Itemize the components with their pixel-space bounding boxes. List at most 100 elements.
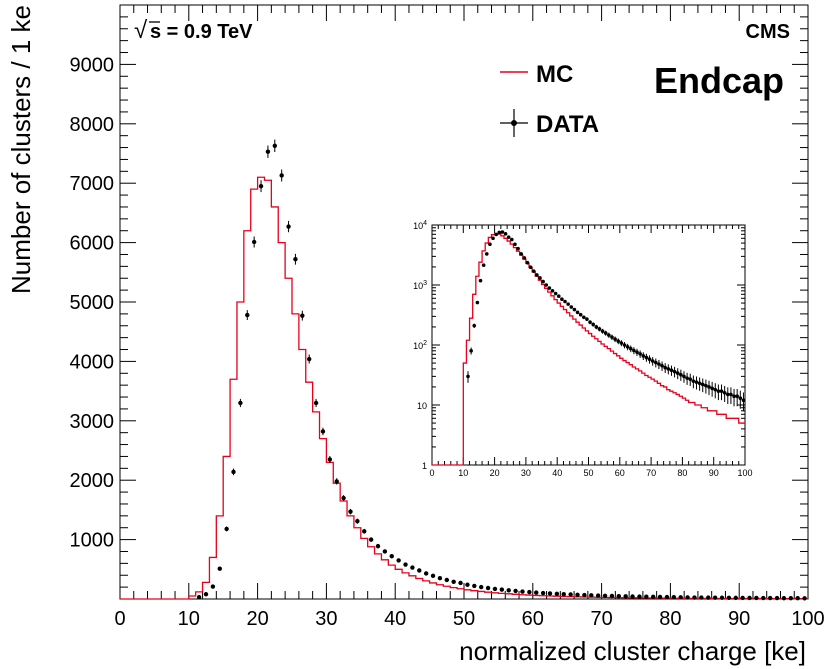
data-point bbox=[251, 239, 257, 245]
data-point bbox=[210, 584, 216, 589]
data-point bbox=[368, 537, 374, 542]
inset-data-point bbox=[732, 394, 736, 399]
data-point bbox=[706, 595, 711, 600]
y-tick-label: 3000 bbox=[70, 411, 115, 433]
data-point bbox=[437, 576, 443, 581]
data-point bbox=[348, 509, 353, 514]
inset-data-point bbox=[466, 374, 470, 379]
y-axis-title: Number of clusters / 1 ke bbox=[6, 5, 36, 294]
inset-data-point bbox=[469, 349, 473, 353]
data-point bbox=[699, 595, 704, 600]
inset-x-tick-label: 50 bbox=[583, 468, 593, 478]
data-point bbox=[403, 562, 408, 567]
inset-x-tick-label: 70 bbox=[646, 468, 656, 478]
data-point bbox=[754, 595, 759, 601]
inset-data-point bbox=[729, 392, 733, 397]
inset-x-tick-label: 30 bbox=[521, 468, 531, 478]
inset-data-point bbox=[679, 372, 683, 377]
inset-data-point bbox=[741, 398, 746, 403]
data-point bbox=[458, 580, 463, 586]
legend-data-label: DATA bbox=[536, 111, 599, 138]
legend: MC DATA bbox=[500, 61, 599, 138]
data-point bbox=[774, 595, 780, 601]
inset-data-point bbox=[538, 276, 542, 280]
inset-data-point bbox=[475, 300, 480, 305]
inset-data-point bbox=[663, 365, 667, 370]
y-tick-label: 1000 bbox=[70, 530, 115, 552]
data-point bbox=[485, 585, 491, 591]
data-point bbox=[341, 495, 346, 501]
inset-y-tick-label: 102 bbox=[413, 340, 427, 351]
main-ticks bbox=[119, 4, 809, 600]
data-point bbox=[540, 590, 546, 596]
inset-data-point bbox=[591, 322, 595, 327]
inset-data-point bbox=[688, 377, 693, 381]
inset-data-point bbox=[478, 278, 483, 283]
data-point bbox=[334, 479, 339, 484]
inset-data-point bbox=[547, 286, 552, 290]
data-point bbox=[389, 554, 394, 559]
data-point bbox=[657, 594, 663, 600]
inset-data-point bbox=[506, 235, 511, 239]
data-point bbox=[417, 568, 422, 573]
inset-y-tick-exponent: 4 bbox=[423, 220, 427, 227]
main-tick-labels: 0 10 20 30 40 50 60 70 80 90 100100020003000400050… bbox=[70, 54, 825, 630]
inset-data-point bbox=[675, 371, 680, 375]
data-point bbox=[224, 526, 229, 532]
inset-data-point bbox=[694, 380, 699, 384]
data-point bbox=[430, 573, 436, 579]
mc-series bbox=[120, 176, 808, 600]
data-point bbox=[479, 584, 484, 590]
inset-data-point bbox=[697, 381, 702, 386]
energy-label: s = 0.9 TeV bbox=[150, 21, 253, 43]
inset-data-point bbox=[582, 315, 586, 320]
inset-data-point bbox=[544, 283, 549, 287]
x-tick-label: 70 bbox=[590, 608, 612, 630]
energy-root-symbol: √ bbox=[134, 17, 148, 44]
inset-x-tick-label: 10 bbox=[458, 468, 468, 478]
inset-data-series bbox=[466, 230, 746, 412]
inset-data-point bbox=[553, 291, 558, 296]
inset-data-point bbox=[738, 396, 743, 400]
mc-histogram-line bbox=[120, 176, 808, 600]
data-point bbox=[300, 313, 305, 318]
data-point bbox=[575, 592, 580, 597]
data-point bbox=[602, 593, 608, 598]
data-point bbox=[747, 595, 752, 601]
data-point bbox=[307, 356, 312, 362]
data-point bbox=[451, 579, 456, 584]
inset-data-point bbox=[497, 230, 502, 235]
x-tick-label: 60 bbox=[522, 608, 544, 630]
data-point bbox=[733, 595, 738, 601]
inset-x-tick-label: 0 bbox=[429, 468, 434, 478]
inset-data-point bbox=[650, 359, 655, 363]
inset-y-tick-label: 1 bbox=[422, 461, 427, 471]
data-point bbox=[527, 589, 532, 595]
data-point bbox=[623, 594, 628, 599]
inset-data-point bbox=[566, 302, 570, 306]
region-label: Endcap bbox=[654, 60, 784, 101]
inset-data-point bbox=[588, 320, 592, 324]
inset-data-point bbox=[666, 367, 671, 371]
inset-x-tick-label: 20 bbox=[490, 468, 500, 478]
inset-y-tick-label: 103 bbox=[413, 280, 427, 291]
inset-data-point bbox=[585, 317, 589, 321]
data-point bbox=[258, 183, 264, 189]
data-point bbox=[740, 595, 745, 601]
inset-data-point bbox=[625, 345, 630, 349]
inset-data-point bbox=[635, 350, 639, 354]
x-tick-label: 30 bbox=[315, 608, 337, 630]
data-point bbox=[423, 571, 429, 576]
data-point bbox=[630, 594, 635, 599]
inset-mc-histogram-line bbox=[432, 233, 745, 466]
data-point bbox=[520, 589, 525, 594]
legend-data-marker bbox=[511, 120, 517, 126]
inset-data-point bbox=[525, 260, 530, 265]
inset-data-point bbox=[569, 305, 574, 309]
data-point bbox=[513, 588, 518, 594]
data-point bbox=[761, 595, 766, 601]
data-point bbox=[492, 586, 498, 592]
experiment-label: CMS bbox=[746, 21, 790, 43]
